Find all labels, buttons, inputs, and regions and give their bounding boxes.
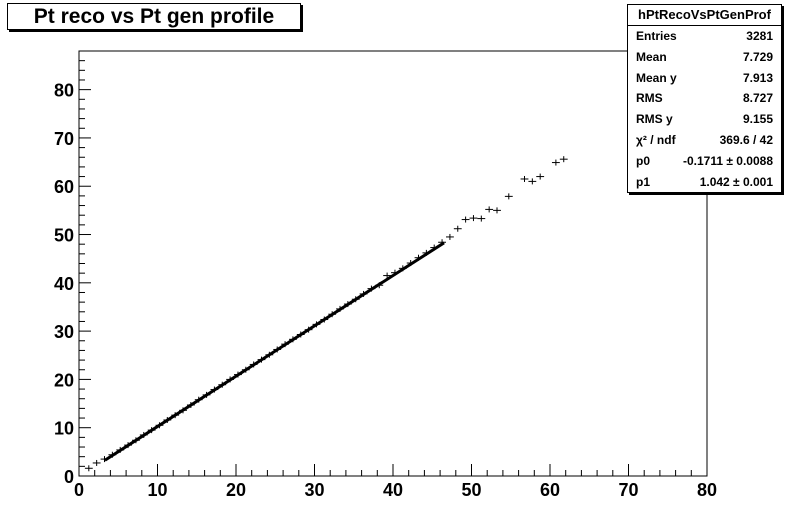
- stats-label: p0: [636, 153, 651, 168]
- stats-row-p1: p1 1.042 ± 0.001: [628, 172, 781, 193]
- chart-title-box: Pt reco vs Pt gen profile: [7, 3, 301, 30]
- x-tick-label: 80: [697, 480, 717, 500]
- stats-box: hPtRecoVsPtGenProf Entries 3281 Mean 7.7…: [627, 4, 782, 193]
- stats-value: 9.155: [742, 112, 773, 127]
- y-tick-label: 50: [54, 226, 74, 246]
- stats-label: χ² / ndf: [636, 132, 676, 147]
- stats-label: RMS y: [636, 112, 673, 127]
- y-tick-label: 30: [54, 322, 74, 342]
- stats-value: 3281: [746, 29, 773, 43]
- stats-label: Mean y: [636, 70, 677, 85]
- stats-label: p1: [636, 174, 651, 189]
- fit-line: [104, 241, 445, 462]
- chart-title: Pt reco vs Pt gen profile: [33, 5, 275, 28]
- stats-label: Mean: [636, 49, 667, 64]
- x-tick-label: 50: [461, 480, 481, 500]
- x-tick-label: 60: [540, 480, 560, 500]
- y-tick-label: 20: [54, 370, 74, 390]
- plot-frame: [78, 50, 708, 477]
- stats-label: RMS: [636, 91, 663, 106]
- x-tick-label: 30: [304, 480, 324, 500]
- stats-row-rms-y: RMS y 9.155: [628, 109, 781, 130]
- y-tick-label: 10: [54, 419, 74, 439]
- x-tick-label: 20: [226, 480, 246, 500]
- x-tick-label: 0: [74, 480, 84, 500]
- y-tick-label: 0: [64, 467, 74, 487]
- stats-value: 7.913: [742, 70, 773, 85]
- stats-value: -0.1711 ± 0.0088: [683, 153, 773, 168]
- stats-value: 8.727: [742, 91, 773, 106]
- stats-row-mean: Mean 7.729: [628, 47, 781, 68]
- stats-value: 7.729: [742, 49, 773, 64]
- y-tick-label: 60: [54, 177, 74, 197]
- stats-row-rms: RMS 8.727: [628, 88, 781, 109]
- stats-value: 1.042 ± 0.001: [699, 174, 773, 189]
- stats-row-p0: p0 -0.1711 ± 0.0088: [628, 151, 781, 172]
- y-tick-label: 70: [54, 129, 74, 149]
- stats-row-entries: Entries 3281: [628, 26, 781, 47]
- stats-title: hPtRecoVsPtGenProf: [628, 5, 781, 26]
- y-tick-label: 40: [54, 274, 74, 294]
- stats-row-mean-y: Mean y 7.913: [628, 68, 781, 89]
- y-tick-label: 80: [54, 81, 74, 101]
- stats-label: Entries: [636, 29, 677, 43]
- x-tick-label: 70: [618, 480, 638, 500]
- stats-value: 369.6 / 42: [719, 132, 773, 147]
- stats-row-chi2: χ² / ndf 369.6 / 42: [628, 130, 781, 151]
- x-tick-label: 40: [383, 480, 403, 500]
- x-tick-label: 10: [147, 480, 167, 500]
